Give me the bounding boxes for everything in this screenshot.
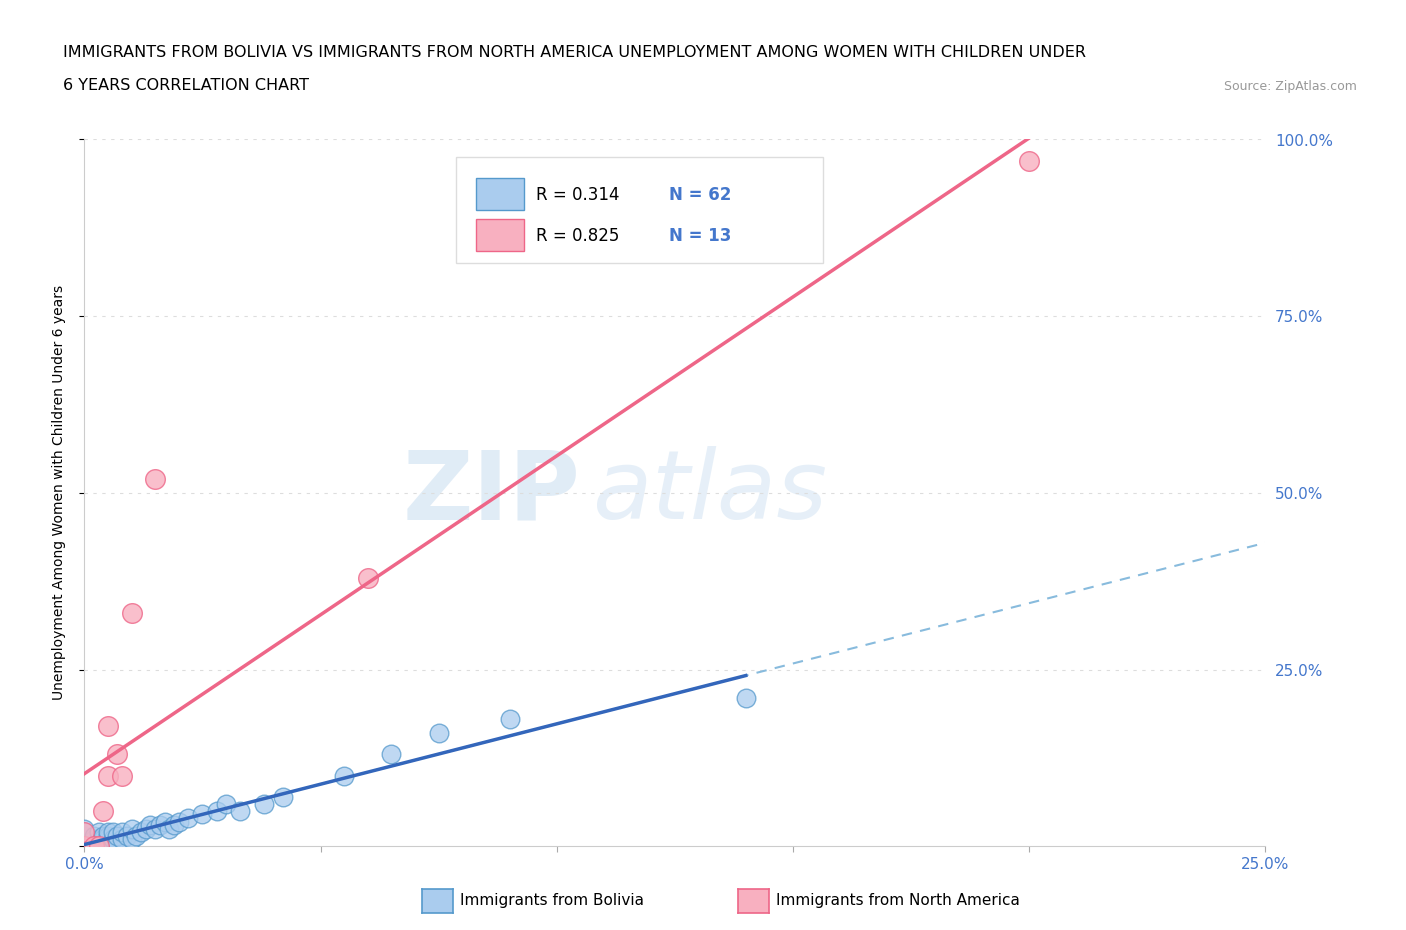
Point — [97, 825, 120, 840]
Point — [91, 839, 114, 854]
Point — [83, 831, 105, 846]
Point — [97, 719, 120, 734]
Point — [143, 472, 166, 486]
Text: ZIP: ZIP — [402, 446, 581, 539]
Point — [87, 831, 110, 846]
Point — [73, 829, 96, 844]
Point — [73, 839, 96, 854]
Point — [149, 817, 172, 832]
Point — [121, 605, 143, 620]
Y-axis label: Unemployment Among Women with Children Under 6 years: Unemployment Among Women with Children U… — [52, 286, 66, 700]
Point — [115, 829, 138, 844]
Text: Immigrants from North America: Immigrants from North America — [776, 893, 1019, 908]
Point — [143, 821, 166, 836]
Point — [73, 839, 96, 854]
FancyBboxPatch shape — [457, 157, 823, 263]
Point — [157, 821, 180, 836]
Point — [97, 835, 120, 850]
Point — [498, 711, 520, 726]
Point — [97, 839, 120, 854]
Text: N = 62: N = 62 — [669, 186, 731, 204]
Point — [380, 747, 402, 762]
Point — [73, 839, 96, 854]
Point — [97, 768, 120, 783]
Point — [83, 839, 105, 854]
Point — [734, 690, 756, 705]
FancyBboxPatch shape — [477, 219, 523, 251]
Point — [153, 814, 176, 829]
Point — [177, 811, 200, 826]
Point — [87, 839, 110, 854]
Point — [253, 796, 276, 811]
Point — [73, 839, 96, 854]
FancyBboxPatch shape — [477, 179, 523, 210]
Point — [129, 825, 152, 840]
Point — [91, 829, 114, 844]
Point — [83, 839, 105, 854]
Point — [97, 831, 120, 846]
Text: IMMIGRANTS FROM BOLIVIA VS IMMIGRANTS FROM NORTH AMERICA UNEMPLOYMENT AMONG WOME: IMMIGRANTS FROM BOLIVIA VS IMMIGRANTS FR… — [63, 46, 1087, 60]
Point — [111, 831, 134, 846]
Text: N = 13: N = 13 — [669, 227, 731, 245]
Point — [163, 817, 186, 832]
Text: R = 0.825: R = 0.825 — [536, 227, 619, 245]
Text: atlas: atlas — [592, 446, 827, 539]
Point — [333, 768, 356, 783]
Point — [87, 839, 110, 854]
Point — [91, 831, 114, 846]
Point — [83, 835, 105, 850]
Point — [73, 831, 96, 846]
Point — [73, 839, 96, 854]
Point — [101, 839, 124, 854]
Point — [107, 835, 129, 850]
Point — [125, 829, 148, 844]
Point — [205, 804, 228, 818]
Point — [73, 821, 96, 836]
Point — [135, 821, 157, 836]
Point — [357, 570, 380, 585]
Point — [83, 829, 105, 844]
Point — [101, 831, 124, 846]
Point — [87, 835, 110, 850]
Point — [111, 825, 134, 840]
Point — [97, 829, 120, 844]
Point — [101, 825, 124, 840]
Text: R = 0.314: R = 0.314 — [536, 186, 619, 204]
Point — [191, 807, 214, 822]
Point — [111, 768, 134, 783]
Point — [73, 825, 96, 840]
Point — [87, 839, 110, 854]
Point — [215, 796, 238, 811]
Point — [107, 747, 129, 762]
Point — [87, 825, 110, 840]
Point — [1018, 153, 1040, 168]
Point — [83, 839, 105, 854]
Point — [73, 839, 96, 854]
Point — [167, 814, 190, 829]
Point — [73, 839, 96, 854]
Point — [121, 831, 143, 846]
Point — [121, 821, 143, 836]
Text: Source: ZipAtlas.com: Source: ZipAtlas.com — [1223, 80, 1357, 93]
Text: 6 YEARS CORRELATION CHART: 6 YEARS CORRELATION CHART — [63, 78, 309, 93]
Point — [97, 839, 120, 854]
Point — [73, 825, 96, 840]
Point — [229, 804, 252, 818]
Text: Immigrants from Bolivia: Immigrants from Bolivia — [460, 893, 644, 908]
Point — [107, 829, 129, 844]
Point — [427, 725, 450, 740]
Point — [91, 835, 114, 850]
Point — [271, 790, 294, 804]
Point — [139, 817, 162, 832]
Point — [91, 804, 114, 818]
